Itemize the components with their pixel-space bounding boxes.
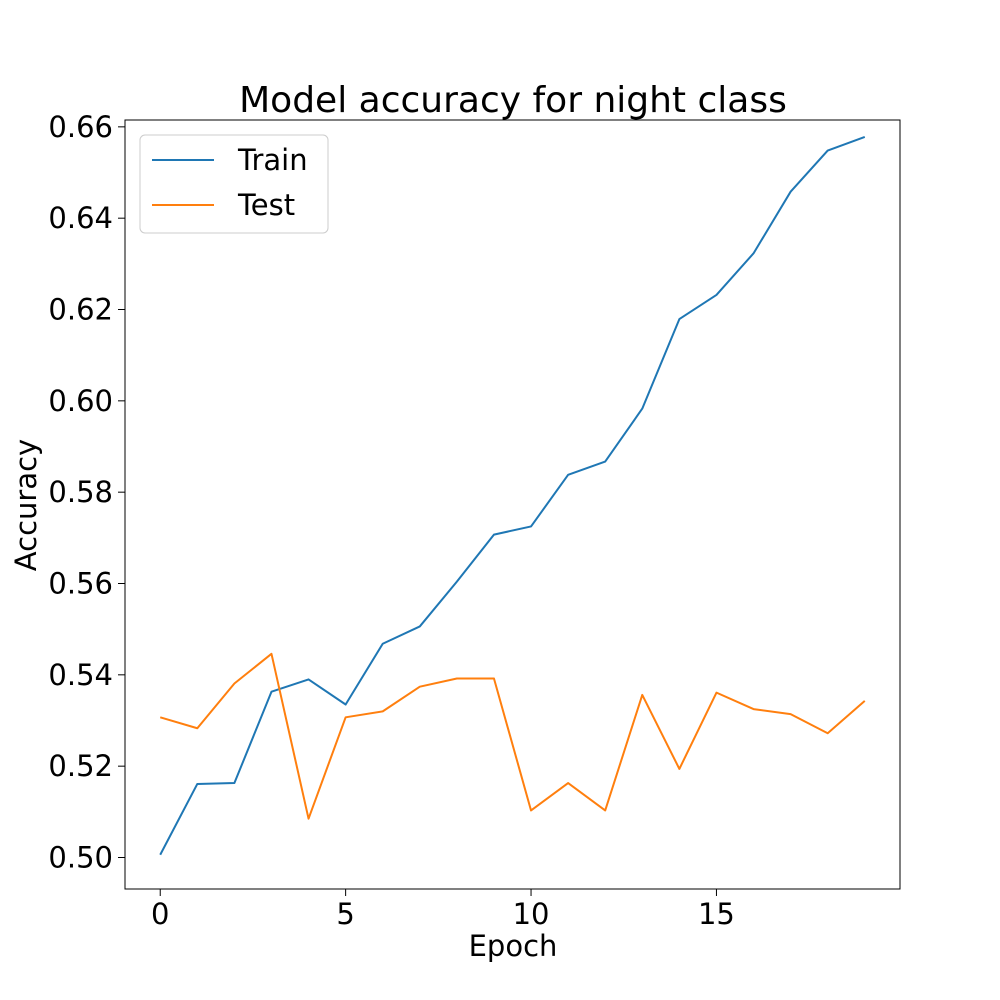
series-line-train <box>159 135 866 856</box>
y-tick-label: 0.58 <box>48 475 113 509</box>
x-tick-label: 5 <box>336 897 354 931</box>
y-tick-label: 0.60 <box>48 384 113 418</box>
plot-frame <box>124 119 901 890</box>
y-tick-label: 0.52 <box>48 749 113 783</box>
y-tick-label: 0.64 <box>48 201 113 235</box>
x-tick-label: 10 <box>513 897 550 931</box>
x-axis-label: Epoch <box>469 929 558 963</box>
series-line-test <box>159 652 866 820</box>
legend-label-train: Train <box>237 143 308 177</box>
legend-label-test: Test <box>237 188 295 222</box>
y-tick-label: 0.54 <box>48 658 113 692</box>
x-tick-label: 15 <box>698 897 735 931</box>
chart-title: Model accuracy for night class <box>239 80 787 121</box>
y-tick-label: 0.62 <box>48 293 113 327</box>
x-tick-label: 0 <box>151 897 169 931</box>
y-tick-label: 0.50 <box>48 840 113 874</box>
y-tick-label: 0.56 <box>48 567 113 601</box>
plot-area: 0 5 10 15 0.50 0.52 0.54 0.56 0.58 0.60 0.62 0.64 0.… <box>48 110 901 931</box>
y-axis-label: Accuracy <box>9 439 43 571</box>
y-tick-label: 0.66 <box>48 110 113 144</box>
legend: Train Test <box>139 134 329 234</box>
